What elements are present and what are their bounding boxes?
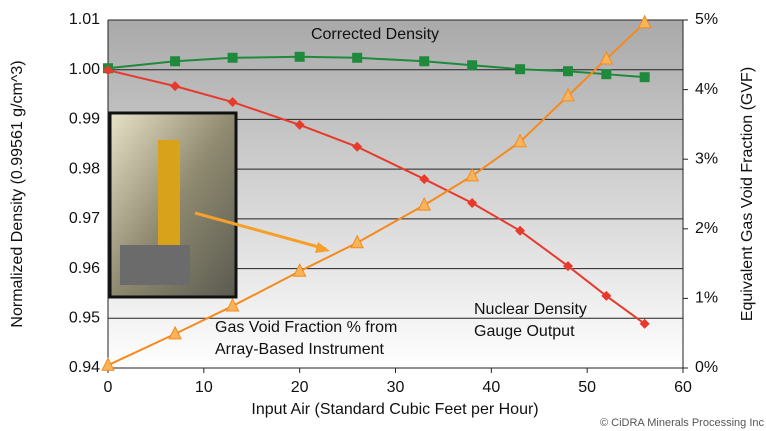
x-tick-label: 0: [104, 379, 113, 396]
y-tick-label: 0.96: [69, 260, 100, 277]
marker: [599, 50, 614, 65]
y2-tick-label: 5%: [695, 11, 718, 28]
y-tick-label: 0.97: [69, 210, 100, 227]
marker: [352, 52, 363, 63]
x-tick-label: 10: [195, 379, 213, 396]
marker: [227, 97, 238, 108]
marker: [515, 225, 526, 236]
annotation: Array-Based Instrument: [215, 341, 385, 358]
x-tick-label: 40: [482, 379, 500, 396]
marker: [467, 60, 478, 71]
marker: [637, 14, 652, 29]
marker: [513, 133, 527, 148]
marker: [419, 56, 430, 67]
y2-tick-label: 0%: [695, 359, 718, 376]
y2-tick-label: 3%: [695, 150, 718, 167]
x-tick-label: 30: [387, 379, 405, 396]
marker: [601, 290, 612, 301]
marker: [225, 297, 240, 312]
marker: [227, 52, 238, 63]
photo: [108, 111, 330, 299]
marker: [103, 65, 113, 76]
marker: [467, 197, 478, 208]
marker: [294, 119, 305, 130]
marker: [601, 69, 612, 80]
y2-tick-label: 2%: [695, 220, 718, 237]
marker: [294, 51, 305, 62]
marker: [170, 56, 181, 67]
marker: [352, 141, 363, 152]
y-tick-label: 1.01: [69, 11, 100, 28]
annotation: Nuclear Density: [474, 301, 587, 318]
y-axis-label: Normalized Density (0.99561 g/cm^3): [9, 60, 26, 327]
y-tick-label: 0.99: [69, 111, 100, 128]
y-tick-label: 0.94: [69, 359, 100, 376]
marker: [101, 357, 115, 371]
marker: [419, 174, 430, 185]
y-tick-label: 1.00: [69, 61, 100, 78]
marker: [350, 234, 364, 249]
x-tick-label: 60: [674, 379, 692, 396]
marker: [417, 197, 432, 211]
x-tick-label: 50: [578, 379, 596, 396]
annotation: Corrected Density: [311, 26, 439, 43]
y2-tick-label: 1%: [695, 290, 718, 307]
marker: [465, 167, 479, 182]
marker: [639, 318, 650, 329]
marker: [168, 325, 182, 340]
marker: [563, 261, 573, 272]
y-tick-label: 0.95: [69, 310, 100, 327]
y2-tick-label: 4%: [695, 81, 718, 98]
x-tick-label: 20: [291, 379, 309, 396]
y-tick-label: 0.98: [69, 160, 100, 177]
marker: [563, 66, 573, 77]
marker: [639, 72, 650, 83]
annotation: Gauge Output: [474, 323, 575, 340]
marker: [515, 64, 526, 75]
source: © CiDRA Minerals Processing Inc: [600, 417, 764, 429]
marker: [292, 263, 307, 277]
annotation: Gas Void Fraction % from: [215, 319, 397, 336]
x-axis-label: Input Air (Standard Cubic Feet per Hour): [251, 401, 538, 418]
y2-axis-label: Equivalent Gas Void Fraction (GVF): [739, 67, 756, 321]
marker: [170, 81, 181, 92]
marker: [561, 87, 575, 102]
